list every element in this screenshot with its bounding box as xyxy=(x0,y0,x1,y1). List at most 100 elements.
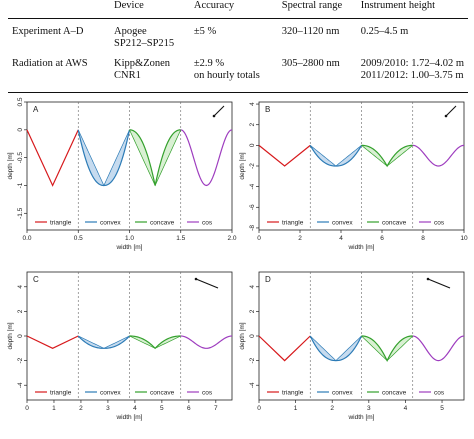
legend-label: concave xyxy=(382,220,407,227)
x-tick-label: 2 xyxy=(330,405,334,412)
x-tick-label: 4 xyxy=(404,405,408,412)
device-model: SP212–SP215 xyxy=(114,38,175,49)
legend-label: triangle xyxy=(282,220,304,227)
table-header-device: Device xyxy=(114,0,144,11)
legend-label: convex xyxy=(332,220,353,227)
y-tick-label: -2 xyxy=(17,357,24,363)
row-label: Experiment A–D xyxy=(12,26,84,37)
y-tick-label: -1.5 xyxy=(17,207,24,219)
legend-label: concave xyxy=(150,390,175,397)
x-tick-label: 8 xyxy=(421,235,425,242)
legend-label: concave xyxy=(382,390,407,397)
y-tick-label: -4 xyxy=(249,382,256,388)
x-tick-label: 0.0 xyxy=(22,235,31,242)
concave-series-line xyxy=(129,129,181,186)
arrow-head-icon xyxy=(194,277,198,281)
convex-series-line xyxy=(77,129,131,187)
y-tick-label: -1 xyxy=(17,182,24,188)
y-tick-label: -8 xyxy=(249,225,256,231)
table-row: Radiation at AWS Kipp&Zonen CNR1 ±2.9 % … xyxy=(8,54,468,90)
legend-label: cos xyxy=(434,220,445,227)
y-tick-label: -4 xyxy=(17,382,24,388)
y-tick-label: -2 xyxy=(249,163,256,169)
table-header-instrument-height: Instrument height xyxy=(360,0,436,11)
legend-label: convex xyxy=(100,220,121,227)
wind-direction-arrow xyxy=(427,278,451,289)
table-header-spectral-range: Spectral range xyxy=(281,0,343,11)
height-value: 2009/2010: 1.72–4.02 m xyxy=(360,58,464,69)
y-tick-label: 2 xyxy=(249,309,256,313)
y-tick-label: 0 xyxy=(17,128,24,132)
x-tick-label: 5 xyxy=(440,405,444,412)
x-axis-label: width [m] xyxy=(347,414,374,421)
chart-panel-b: B 4 2 0 -2 -4 -6 -8 depth [m] 0 2 4 6 8 10 width [m] tri… xyxy=(239,101,468,251)
y-tick-label: 4 xyxy=(17,285,24,289)
y-tick-label: 0 xyxy=(249,334,256,338)
x-tick-label: 3 xyxy=(367,405,371,412)
x-tick-label: 4 xyxy=(133,405,137,412)
convex-series-line xyxy=(309,335,363,362)
spectral-range-value: 320–1120 nm xyxy=(281,26,340,37)
concave-series-line xyxy=(361,335,413,362)
y-tick-label: 0 xyxy=(249,143,256,147)
cos-series-line xyxy=(412,144,465,167)
x-tick-label: 2 xyxy=(79,405,83,412)
legend-label: triangle xyxy=(50,390,72,397)
triangle-series-line xyxy=(258,144,311,167)
wind-direction-arrow xyxy=(195,278,219,289)
x-tick-label: 7 xyxy=(214,405,218,412)
y-tick-label: 2 xyxy=(17,309,24,313)
x-tick-label: 6 xyxy=(187,405,191,412)
x-tick-label: 0 xyxy=(257,235,261,242)
legend-label: triangle xyxy=(282,390,304,397)
arrow-head-icon xyxy=(426,277,430,281)
accuracy-value: ±2.9 % xyxy=(193,58,225,69)
arrow-head-icon xyxy=(212,114,216,118)
x-tick-label: 2.0 xyxy=(227,235,236,242)
arrow-head-icon xyxy=(444,114,448,118)
accuracy-note: on hourly totals xyxy=(193,70,260,81)
legend-label: convex xyxy=(332,390,353,397)
height-value: 0.25–4.5 m xyxy=(360,26,409,37)
x-axis-label: width [m] xyxy=(347,244,374,251)
legend-label: convex xyxy=(100,390,121,397)
panel-label: D xyxy=(265,275,271,284)
y-tick-label: -6 xyxy=(249,204,256,210)
x-tick-label: 0 xyxy=(25,405,29,412)
x-axis-label: width [m] xyxy=(115,244,142,251)
x-tick-label: 2 xyxy=(298,235,302,242)
y-tick-label: -2 xyxy=(249,357,256,363)
y-tick-label: 4 xyxy=(249,285,256,289)
y-tick-label: 0.5 xyxy=(17,97,24,106)
x-tick-label: 0 xyxy=(257,405,261,412)
table-header-empty xyxy=(8,0,110,18)
x-tick-label: 1 xyxy=(52,405,56,412)
wind-direction-arrow xyxy=(213,105,225,117)
x-tick-label: 4 xyxy=(339,235,343,242)
panel-label: B xyxy=(265,105,270,114)
legend-label: triangle xyxy=(50,220,72,227)
legend-label: cos xyxy=(434,390,445,397)
convex-series-line xyxy=(309,145,363,167)
table-header-rule xyxy=(8,18,468,19)
concave-series-line xyxy=(129,335,181,350)
x-tick-label: 1 xyxy=(294,405,298,412)
x-tick-label: 10 xyxy=(460,235,468,242)
concave-shaded-area xyxy=(361,145,413,166)
panel-label: A xyxy=(33,105,39,114)
chart-panel-a: A 0.5 0 -0.5 -1 -1.5 depth [m] 0.0 0.5 1.0 1.5 2.0 w… xyxy=(7,97,237,251)
x-tick-label: 0.5 xyxy=(74,235,83,242)
device-model: CNR1 xyxy=(114,70,141,81)
triangle-series-line xyxy=(26,129,79,187)
y-tick-label: -4 xyxy=(249,183,256,189)
cos-series-line xyxy=(412,335,465,362)
height-value: 2011/2012: 1.00–3.75 m xyxy=(360,70,464,81)
convex-series-line xyxy=(77,335,130,349)
figure-panels: A 0.5 0 -0.5 -1 -1.5 depth [m] 0.0 0.5 1.0 1.5 2.0 w… xyxy=(0,96,474,434)
y-tick-label: 0 xyxy=(17,334,24,338)
y-tick-label: 2 xyxy=(249,123,256,127)
concave-shaded-area xyxy=(361,336,413,361)
device-name: Kipp&Zonen xyxy=(114,58,171,69)
concave-series-line xyxy=(361,144,413,168)
